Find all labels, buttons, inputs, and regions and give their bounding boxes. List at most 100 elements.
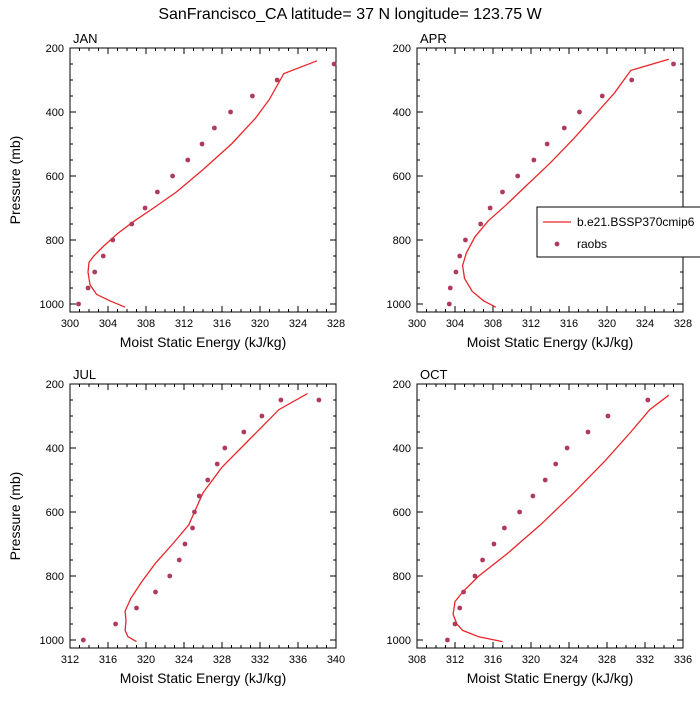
x-axis-label: Moist Static Energy (kJ/kg): [467, 670, 634, 686]
x-tick-label: 300: [61, 318, 79, 330]
panel-label: JUL: [73, 367, 96, 382]
y-tick-label: 200: [46, 379, 64, 391]
y-tick-label: 400: [393, 107, 411, 119]
raobs-point: [461, 589, 466, 595]
raobs-point: [167, 573, 173, 579]
x-tick-label: 308: [484, 318, 502, 330]
x-tick-label: 328: [674, 318, 692, 330]
x-tick-label: 324: [636, 318, 654, 330]
model-series-line: [461, 58, 669, 308]
raobs-point: [453, 269, 459, 275]
raobs-point: [517, 509, 522, 515]
raobs-point: [480, 557, 485, 563]
raobs-point: [222, 445, 228, 451]
raobs-point: [134, 605, 139, 611]
x-tick-label: 336: [289, 654, 307, 666]
raobs-point: [182, 541, 188, 547]
y-tick-label: 200: [393, 43, 411, 55]
raobs-point: [463, 237, 468, 243]
raobs-point: [259, 413, 265, 419]
panel-oct: OCT 308 312 316 320 324 328 332 336 200 400 600 800 1…: [387, 367, 693, 686]
model-series-line: [124, 393, 308, 643]
raobs-point: [190, 525, 195, 531]
raobs-point: [113, 621, 118, 627]
y-tick-label: 1000: [40, 299, 64, 311]
x-tick-label: 312: [522, 318, 540, 330]
raobs-point: [544, 141, 550, 147]
panel-label: OCT: [420, 367, 448, 382]
raobs-point: [447, 285, 453, 291]
y-tick-label: 600: [46, 507, 64, 519]
raobs-point: [671, 61, 676, 67]
y-tick-label: 200: [393, 379, 411, 391]
y-tick-label: 400: [46, 443, 64, 455]
raobs-point: [577, 109, 582, 115]
model-series-line: [87, 60, 318, 308]
raobs-point: [250, 93, 255, 99]
plot-frame: [69, 47, 337, 313]
raobs-point: [212, 125, 217, 131]
figure-title: SanFrancisco_CA latitude= 37 N longitude…: [158, 6, 542, 23]
x-tick-label: 316: [560, 318, 578, 330]
panels: JAN 300 304 308 312 316 320 324 328 200 400 600 800 1…: [7, 31, 692, 686]
x-tick-label: 320: [251, 318, 269, 330]
raobs-point: [155, 189, 160, 195]
panel-label: JAN: [73, 31, 98, 46]
x-tick-label: 316: [213, 318, 231, 330]
x-tick-label: 312: [61, 654, 79, 666]
raobs-point: [491, 541, 497, 547]
raobs-point: [142, 205, 148, 211]
raobs-point: [553, 461, 559, 467]
y-tick-label: 800: [46, 235, 64, 247]
raobs-point: [445, 637, 450, 643]
raobs-point: [531, 157, 537, 163]
y-tick-label: 600: [393, 507, 411, 519]
raobs-point: [457, 253, 463, 259]
legend-marker-swatch: [554, 241, 560, 247]
raobs-point: [241, 429, 247, 435]
raobs-point: [452, 621, 458, 627]
y-tick-label: 200: [46, 43, 64, 55]
raobs-point: [278, 397, 284, 403]
x-tick-label: 336: [674, 654, 692, 666]
raobs-point: [478, 221, 484, 227]
x-tick-label: 320: [598, 318, 616, 330]
x-tick-label: 340: [327, 654, 345, 666]
raobs-point: [487, 205, 493, 211]
x-tick-label: 308: [408, 654, 426, 666]
x-tick-label: 324: [175, 654, 193, 666]
y-tick-label: 400: [46, 107, 64, 119]
raobs-point: [530, 493, 536, 499]
y-tick-label: 400: [393, 443, 411, 455]
y-tick-label: 800: [393, 235, 411, 247]
raobs-point: [645, 397, 651, 403]
panel-label: APR: [420, 31, 447, 46]
raobs-point: [331, 61, 337, 67]
legend: b.e21.BSSP370cmip6 raobs: [536, 206, 700, 258]
legend-label-model: b.e21.BSSP370cmip6: [577, 215, 695, 229]
raobs-point: [585, 429, 591, 435]
plot-frame: [69, 383, 337, 649]
x-tick-label: 320: [137, 654, 155, 666]
x-tick-label: 312: [446, 654, 464, 666]
y-axis-label: Pressure (mb): [7, 136, 23, 225]
raobs-point: [472, 573, 478, 579]
x-tick-label: 316: [99, 654, 117, 666]
x-tick-label: 304: [99, 318, 117, 330]
panel-jan: JAN 300 304 308 312 316 320 324 328 200 400 600 800 1…: [7, 31, 345, 350]
raobs-point: [515, 173, 521, 179]
x-tick-label: 332: [251, 654, 269, 666]
raobs-point: [500, 189, 505, 195]
y-tick-label: 800: [46, 571, 64, 583]
y-tick-label: 1000: [387, 635, 411, 647]
panel-apr: APR 300 304 308 312 316 320 324 328 200 400 600 800 1…: [387, 31, 693, 350]
raobs-point: [205, 477, 211, 483]
raobs-point: [199, 141, 205, 147]
raobs-point: [80, 637, 86, 643]
x-tick-label: 328: [327, 318, 345, 330]
raobs-point: [85, 285, 91, 291]
y-tick-label: 800: [393, 571, 411, 583]
y-tick-label: 1000: [387, 299, 411, 311]
